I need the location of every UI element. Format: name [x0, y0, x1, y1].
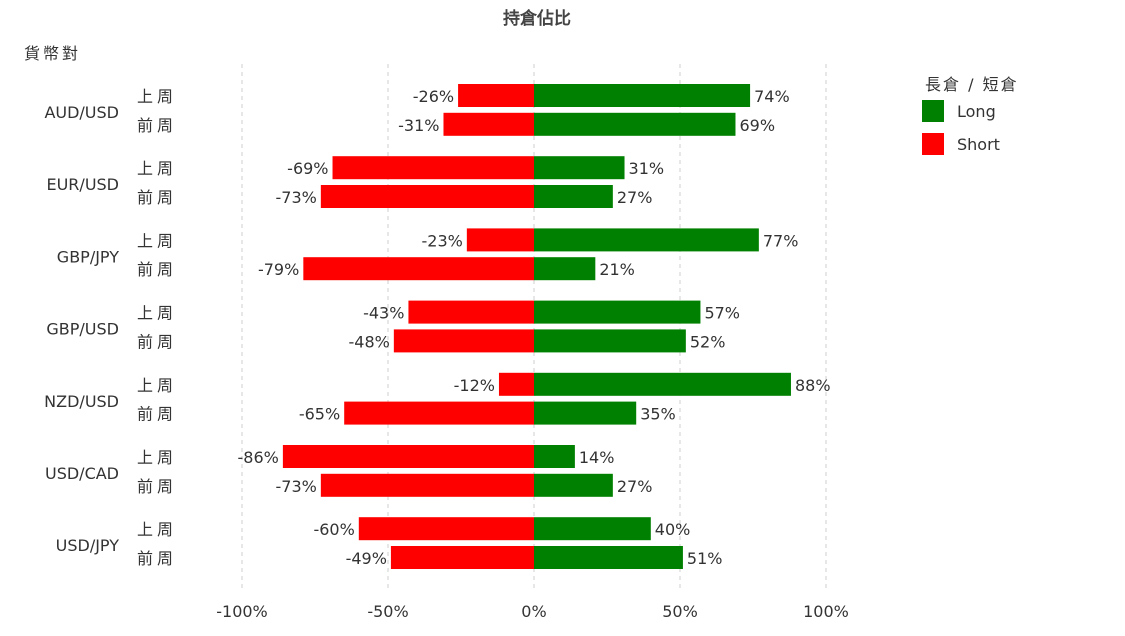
- bars: [282, 84, 791, 569]
- long-bar[interactable]: [534, 401, 637, 425]
- long-bar[interactable]: [534, 372, 791, 396]
- short-value-label: -26%: [413, 87, 454, 106]
- short-value-label: -73%: [275, 477, 316, 496]
- short-bar[interactable]: [390, 546, 534, 569]
- short-bar[interactable]: [466, 228, 534, 252]
- period-label: 前周: [137, 116, 177, 135]
- x-tick-label: 50%: [662, 602, 698, 621]
- category-label: EUR/USD: [46, 175, 119, 194]
- long-value-label: 77%: [763, 231, 799, 250]
- short-bar[interactable]: [303, 257, 534, 281]
- period-label: 前周: [137, 405, 177, 424]
- short-value-label: -69%: [287, 159, 328, 178]
- category-label: USD/JPY: [56, 536, 120, 555]
- long-value-label: 14%: [579, 448, 615, 467]
- legend-label-long[interactable]: Long: [957, 102, 996, 121]
- long-value-label: 88%: [795, 376, 831, 395]
- short-value-label: -86%: [238, 448, 279, 467]
- category-labels: AUD/USD上周前周EUR/USD上周前周GBP/JPY上周前周GBP/USD…: [44, 87, 177, 568]
- x-axis-ticks: -100% -50% 0% 50% 100%: [216, 602, 849, 621]
- category-label: GBP/USD: [46, 320, 119, 339]
- long-bar[interactable]: [534, 156, 625, 180]
- category-label: USD/CAD: [45, 464, 119, 483]
- short-value-label: -48%: [348, 332, 389, 351]
- long-bar[interactable]: [534, 517, 651, 541]
- long-bar[interactable]: [534, 185, 613, 208]
- long-value-label: 27%: [617, 188, 653, 207]
- short-bar[interactable]: [332, 156, 534, 180]
- long-bar[interactable]: [534, 329, 686, 353]
- short-bar[interactable]: [498, 372, 534, 396]
- long-bar[interactable]: [534, 84, 751, 107]
- chart-title: 持倉佔比: [503, 8, 571, 29]
- long-bar[interactable]: [534, 473, 613, 497]
- short-value-label: -73%: [275, 188, 316, 207]
- long-value-label: 51%: [687, 549, 723, 568]
- short-bar[interactable]: [282, 445, 534, 468]
- category-label: NZD/USD: [44, 392, 119, 411]
- long-bar[interactable]: [534, 257, 596, 281]
- long-value-label: 74%: [754, 87, 790, 106]
- category-label: GBP/JPY: [57, 247, 119, 266]
- long-bar[interactable]: [534, 112, 736, 136]
- short-value-label: -12%: [454, 376, 495, 395]
- period-label: 上周: [137, 159, 177, 178]
- legend-label-short[interactable]: Short: [957, 135, 1000, 154]
- legend: 長倉 / 短倉 Long Short: [922, 75, 1019, 155]
- period-label: 上周: [137, 448, 177, 467]
- short-bar[interactable]: [320, 473, 534, 497]
- period-label: 上周: [137, 520, 177, 539]
- x-tick-label: 100%: [803, 602, 849, 621]
- period-label: 前周: [137, 332, 177, 351]
- x-tick-label: -50%: [367, 602, 408, 621]
- short-bar[interactable]: [344, 401, 534, 425]
- short-value-label: -49%: [346, 549, 387, 568]
- period-label: 前周: [137, 477, 177, 496]
- period-label: 上周: [137, 376, 177, 395]
- period-label: 前周: [137, 549, 177, 568]
- period-label: 前周: [137, 188, 177, 207]
- short-bar[interactable]: [358, 517, 534, 541]
- long-bar[interactable]: [534, 445, 575, 468]
- period-label: 上周: [137, 87, 177, 106]
- x-tick-label: 0%: [521, 602, 546, 621]
- short-value-label: -79%: [258, 260, 299, 279]
- short-value-label: -65%: [299, 405, 340, 424]
- x-tick-label: -100%: [216, 602, 268, 621]
- long-value-label: 69%: [739, 116, 775, 135]
- long-value-label: 21%: [599, 260, 635, 279]
- long-bar[interactable]: [534, 300, 701, 324]
- short-value-label: -23%: [421, 231, 462, 250]
- short-value-label: -60%: [313, 520, 354, 539]
- long-value-label: 35%: [640, 405, 676, 424]
- short-bar[interactable]: [393, 329, 534, 353]
- legend-title: 長倉 / 短倉: [925, 75, 1019, 94]
- long-bar[interactable]: [534, 228, 759, 252]
- grid-lines: [241, 64, 827, 590]
- bar-value-labels: 74% -26% 69% -31% 31% -69% 27% -73% 77% -23% 21% -7…: [238, 87, 831, 568]
- period-label: 前周: [137, 260, 177, 279]
- legend-swatch-short[interactable]: [922, 133, 944, 155]
- legend-swatch-long[interactable]: [922, 100, 944, 122]
- period-label: 上周: [137, 231, 177, 250]
- long-bar[interactable]: [534, 546, 683, 569]
- long-value-label: 27%: [617, 477, 653, 496]
- long-value-label: 40%: [655, 520, 691, 539]
- short-value-label: -31%: [398, 116, 439, 135]
- short-bar[interactable]: [443, 112, 534, 136]
- short-value-label: -43%: [363, 304, 404, 323]
- short-bar[interactable]: [408, 300, 534, 324]
- short-bar[interactable]: [320, 185, 534, 208]
- long-value-label: 31%: [629, 159, 665, 178]
- long-value-label: 52%: [690, 332, 726, 351]
- period-label: 上周: [137, 304, 177, 323]
- long-value-label: 57%: [704, 304, 740, 323]
- short-bar[interactable]: [458, 84, 534, 107]
- category-label: AUD/USD: [44, 103, 119, 122]
- y-axis-title: 貨幣對: [24, 44, 81, 63]
